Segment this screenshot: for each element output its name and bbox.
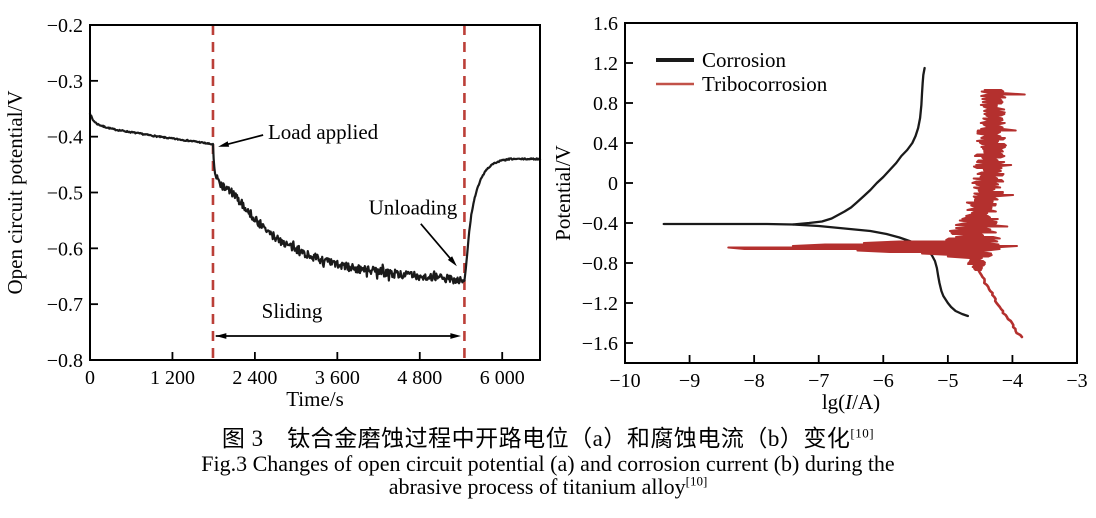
caption-english-line2-text: abrasive process of titanium alloy <box>388 474 686 499</box>
svg-text:−1.2: −1.2 <box>582 293 618 315</box>
svg-text:−0.2: −0.2 <box>47 15 83 37</box>
svg-text:Sliding: Sliding <box>262 299 323 323</box>
svg-text:lg(I/A): lg(I/A) <box>822 390 880 414</box>
svg-text:Corrosion: Corrosion <box>702 48 787 72</box>
caption-chinese-text: 图 3 钛合金磨蚀过程中开路电位（a）和腐蚀电流（b）变化 <box>221 426 851 451</box>
svg-text:4 800: 4 800 <box>397 367 442 389</box>
svg-text:−0.8: −0.8 <box>47 350 83 372</box>
svg-text:−10: −10 <box>609 370 640 392</box>
svg-text:−7: −7 <box>808 370 829 392</box>
caption-english-line2: abrasive process of titanium alloy[10] <box>0 475 1096 498</box>
svg-text:0.8: 0.8 <box>593 93 618 115</box>
caption-english-line1: Fig.3 Changes of open circuit potential … <box>0 452 1096 475</box>
svg-text:−1.6: −1.6 <box>582 333 618 355</box>
svg-text:−9: −9 <box>679 370 700 392</box>
caption-chinese-ref: [10] <box>850 425 875 441</box>
svg-text:Potential/V: Potential/V <box>551 145 575 241</box>
svg-text:Unloading: Unloading <box>369 196 458 220</box>
svg-text:−3: −3 <box>1066 370 1087 392</box>
svg-text:−0.5: −0.5 <box>47 183 83 205</box>
caption-english-ref: [10] <box>685 473 708 489</box>
svg-text:0.4: 0.4 <box>593 133 618 155</box>
svg-text:−8: −8 <box>744 370 765 392</box>
svg-text:Load applied: Load applied <box>268 120 379 144</box>
svg-text:−0.4: −0.4 <box>582 213 618 235</box>
svg-text:−0.6: −0.6 <box>47 238 83 260</box>
svg-text:0: 0 <box>85 367 95 389</box>
svg-text:−0.3: −0.3 <box>47 71 83 93</box>
svg-text:−0.4: −0.4 <box>47 127 83 149</box>
svg-text:6 000: 6 000 <box>480 367 525 389</box>
caption-english-line1-text: Fig.3 Changes of open circuit potential … <box>201 451 895 476</box>
svg-text:−6: −6 <box>873 370 894 392</box>
svg-text:Open circuit potential/V: Open circuit potential/V <box>3 90 27 294</box>
svg-text:−5: −5 <box>937 370 958 392</box>
svg-text:3 600: 3 600 <box>315 367 360 389</box>
chart-polarization-curves: −10 −9 −8 −7 −6 −5 −4 −3 1.6 1.2 0.8 0.4 0 −0.4 −0.8 −1… <box>551 13 1088 414</box>
svg-text:−0.8: −0.8 <box>582 253 618 275</box>
caption-chinese: 图 3 钛合金磨蚀过程中开路电位（a）和腐蚀电流（b）变化[10] <box>0 426 1096 452</box>
svg-text:1 200: 1 200 <box>150 367 195 389</box>
svg-text:Time/s: Time/s <box>286 387 344 411</box>
svg-text:2 400: 2 400 <box>232 367 277 389</box>
svg-text:1.2: 1.2 <box>593 53 618 75</box>
chart-open-circuit-potential: 0 1 200 2 400 3 600 4 800 6 000 −0.8 −0.7 −0.6 −0… <box>3 15 542 411</box>
svg-text:Tribocorrosion: Tribocorrosion <box>702 72 828 96</box>
svg-text:−4: −4 <box>1002 370 1023 392</box>
figure-caption: 图 3 钛合金磨蚀过程中开路电位（a）和腐蚀电流（b）变化[10] Fig.3 … <box>0 426 1096 498</box>
svg-text:0: 0 <box>608 173 618 195</box>
svg-text:1.6: 1.6 <box>593 13 618 35</box>
svg-text:−0.7: −0.7 <box>47 294 83 316</box>
